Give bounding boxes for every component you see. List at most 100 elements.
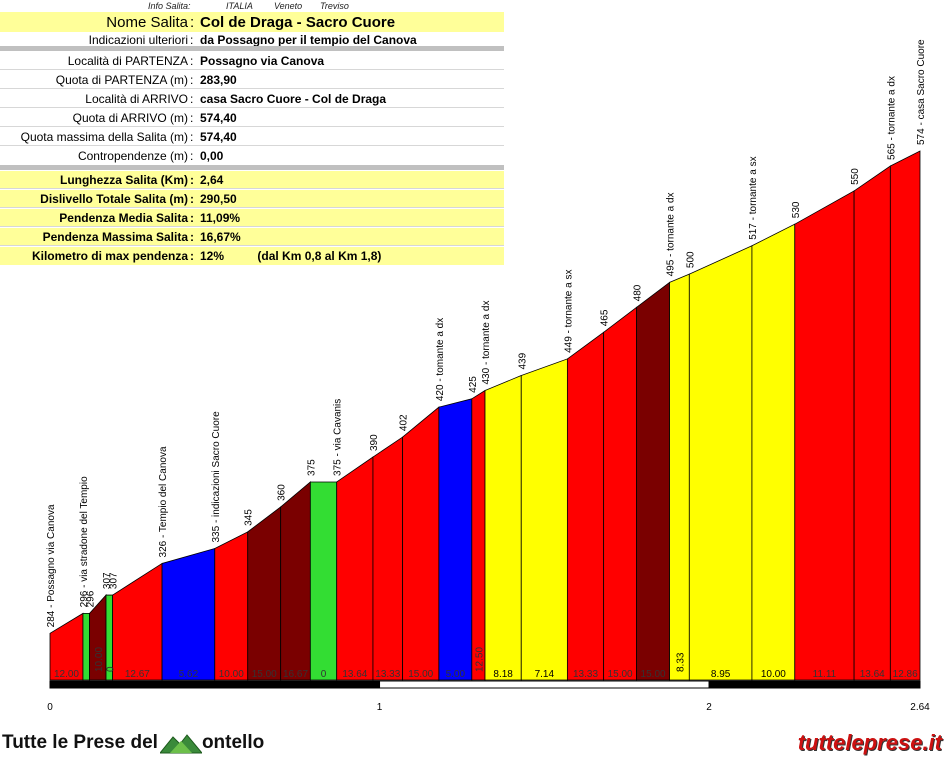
- info-header-province: Treviso: [320, 1, 349, 11]
- row-value: 16,67%: [200, 230, 241, 244]
- point-label: 517 - tornante a sx: [748, 156, 759, 239]
- row-colon: :: [190, 211, 194, 225]
- row-colon: :: [190, 173, 194, 187]
- row-colon: :: [190, 230, 194, 244]
- profile-segment: [247, 506, 282, 681]
- row-value: 283,90: [200, 73, 237, 87]
- row-colon: :: [190, 13, 195, 31]
- row-arrivo: Località di ARRIVO : casa Sacro Cuore - …: [0, 90, 504, 108]
- segment-grade-label: 7.14: [535, 669, 555, 680]
- row-colon: :: [190, 73, 194, 87]
- segment-grade-label: 5.00: [446, 669, 466, 680]
- profile-segment: [438, 398, 473, 681]
- row-contropendenze: Contropendenze (m) : 0,00: [0, 147, 504, 165]
- point-label: 307: [109, 572, 120, 589]
- x-tick-label: 0: [47, 702, 53, 713]
- profile-segment: [214, 531, 249, 681]
- row-colon: :: [190, 249, 194, 263]
- x-tick-label: 1: [377, 702, 383, 713]
- point-label: 530: [791, 201, 802, 218]
- tutte-le-prese-logo: Tutte le Prese del ontello: [2, 731, 264, 755]
- segment-grade-label: 0: [321, 669, 327, 680]
- profile-segment: [161, 547, 216, 681]
- separator-bar: [0, 46, 504, 51]
- row-value: 574,40: [200, 111, 237, 125]
- row-label: Lunghezza Salita (Km): [59, 173, 188, 187]
- info-header-label: Info Salita:: [148, 1, 191, 11]
- row-colon: :: [190, 33, 194, 47]
- profile-segment: [309, 481, 338, 681]
- row-label: Quota di ARRIVO (m): [72, 111, 188, 125]
- row-label: Località di PARTENZA: [67, 54, 188, 68]
- profile-segment: [853, 165, 891, 681]
- row-value: da Possagno per il tempio del Canova: [200, 33, 417, 47]
- segment-grade-label: 15.00: [252, 669, 277, 680]
- profile-segment: [336, 456, 374, 681]
- segment-grade-label: 10.00: [94, 647, 105, 672]
- point-label: 284 - Possagno via Canova: [46, 504, 57, 627]
- row-value: 2,64: [200, 173, 224, 187]
- profile-segment: [669, 273, 690, 681]
- point-label: 430 - tornante a dx: [481, 301, 492, 385]
- point-label: 550: [850, 168, 861, 185]
- segment-grade-label: 12.50: [474, 647, 485, 672]
- brand-url: tutteleprese.it: [797, 730, 942, 755]
- km-max-note: (dal Km 0,8 al Km 1,8): [257, 249, 382, 263]
- row-quota-arrivo: Quota di ARRIVO (m) : 574,40: [0, 109, 504, 127]
- row-pendenza-media: Pendenza Media Salita : 11,09%: [0, 209, 504, 227]
- point-label: 439: [517, 352, 528, 369]
- segment-grade-label: 13.33: [375, 669, 400, 680]
- segment-grade-label: 12.00: [54, 669, 79, 680]
- profile-segments: [49, 150, 921, 681]
- row-label: Dislivello Totale Salita (m): [40, 192, 188, 206]
- segment-grade-label: 5.62: [179, 669, 199, 680]
- profile-segment: [603, 306, 637, 681]
- row-partenza: Località di PARTENZA : Possagno via Cano…: [0, 52, 504, 70]
- point-label: 449 - tornante a sx: [563, 270, 574, 353]
- row-label: Quota massima della Salita (m): [20, 130, 188, 144]
- segment-grade-label: 13.64: [342, 669, 367, 680]
- row-colon: :: [190, 192, 194, 206]
- profile-segment: [794, 190, 855, 681]
- distance-bar-segment: [708, 680, 921, 689]
- point-label: 500: [685, 251, 696, 268]
- profile-segment: [112, 562, 163, 681]
- profile-segment: [688, 245, 753, 681]
- point-label: 574 - casa Sacro Cuore: [916, 39, 927, 145]
- segment-grade-label: 10.00: [761, 669, 786, 680]
- profile-segment: [520, 358, 568, 681]
- profile-segment: [889, 150, 921, 681]
- point-label: 425: [468, 376, 479, 393]
- point-label: 390: [369, 434, 380, 451]
- row-km-max-pendenza: Kilometro di max pendenza : 12% (dal Km …: [0, 247, 504, 265]
- row-label: Nome Salita: [106, 13, 188, 31]
- segment-grade-label: 15.00: [641, 669, 666, 680]
- profile-segment: [484, 374, 522, 681]
- row-colon: :: [190, 92, 194, 106]
- row-value: 574,40: [200, 130, 237, 144]
- point-label: 296 - via stradone del Tempio: [79, 476, 90, 607]
- row-value: 11,09%: [200, 211, 241, 225]
- point-label: 480: [633, 284, 644, 301]
- point-label: 420 - tomante a dx: [435, 318, 446, 401]
- row-colon: :: [190, 149, 194, 163]
- row-value: Col de Draga - Sacro Cuore: [200, 13, 396, 31]
- row-label: Indicazioni ulteriori: [88, 33, 188, 47]
- point-label: 360: [277, 484, 288, 501]
- info-header-region: Veneto: [274, 1, 303, 11]
- profile-segment: [372, 436, 404, 681]
- segment-grade-label: 8.33: [675, 652, 686, 672]
- row-label: Contropendenze (m): [77, 149, 188, 163]
- segment-grade-label: 8.18: [493, 669, 513, 680]
- row-nome-salita: Nome Salita : Col de Draga - Sacro Cuore: [0, 12, 504, 32]
- point-label: 495 - tornante a dx: [666, 192, 677, 276]
- point-label: 335 - indicazioni Sacro Cuore: [211, 411, 222, 543]
- row-value: 0,00: [200, 149, 224, 163]
- segment-grade-label: 12.86: [893, 669, 918, 680]
- info-header-country: ITALIA: [226, 1, 253, 11]
- segment-grade-label: 0: [105, 666, 116, 672]
- segment-grade-label: 13.33: [573, 669, 598, 680]
- profile-segment: [402, 406, 440, 681]
